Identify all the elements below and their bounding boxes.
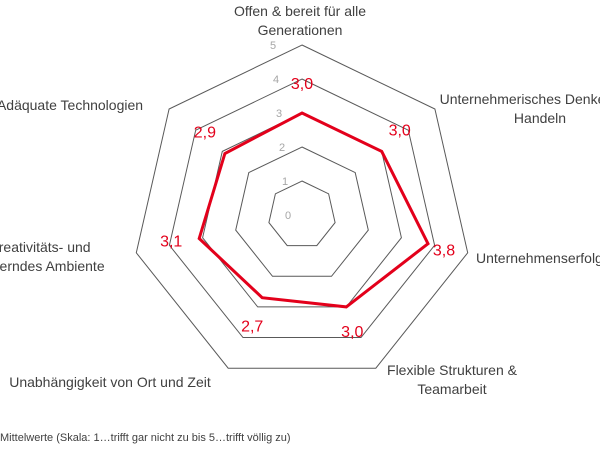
series-polygon — [197, 111, 430, 309]
grid-ring-4 — [168, 78, 436, 338]
axis-label: Kreativitäts- undförderndes Ambiente — [0, 239, 105, 274]
data-label: 2,9 — [194, 125, 216, 142]
axis-label: Unternehmerisches Denken undHandeln — [440, 91, 600, 126]
axis-label: Unabhängigkeit von Ort und Zeit — [9, 374, 211, 390]
grid-ring-5 — [135, 44, 469, 369]
tick-label: 3 — [276, 108, 282, 120]
grid-ring-1 — [268, 180, 336, 247]
axis-labels: Offen & bereit für alle Generationen Unter… — [0, 3, 600, 397]
data-label: 3,8 — [433, 243, 455, 260]
tick-label: 4 — [273, 74, 279, 86]
radial-tick-labels: 0 1 2 3 4 5 — [270, 40, 291, 222]
radar-grid — [135, 44, 469, 369]
grid-ring-2 — [235, 146, 369, 277]
data-labels: 3,0 3,0 3,8 3,0 2,7 3,1 2,9 — [160, 76, 455, 341]
tick-label: 2 — [279, 142, 285, 154]
tick-label: 1 — [282, 176, 288, 188]
axis-label: Adäquate Technologien — [0, 97, 143, 113]
data-label: 3,0 — [291, 76, 313, 93]
data-label: 2,7 — [241, 319, 263, 336]
data-label: 3,0 — [389, 122, 411, 139]
tick-label: 0 — [285, 210, 291, 222]
axis-label: Offen & bereit für alle Generationen — [234, 3, 366, 38]
data-label: 3,0 — [341, 324, 363, 341]
scale-footnote: Mittelwerte (Skala: 1…trifft gar nicht z… — [0, 432, 291, 444]
axis-label: Flexible Strukturen & Teamarbeit — [387, 362, 518, 397]
tick-label: 5 — [270, 40, 276, 52]
data-label: 3,1 — [160, 234, 182, 251]
axis-label: Unternehmenserfolg — [476, 250, 600, 266]
grid-ring-3 — [202, 112, 402, 308]
